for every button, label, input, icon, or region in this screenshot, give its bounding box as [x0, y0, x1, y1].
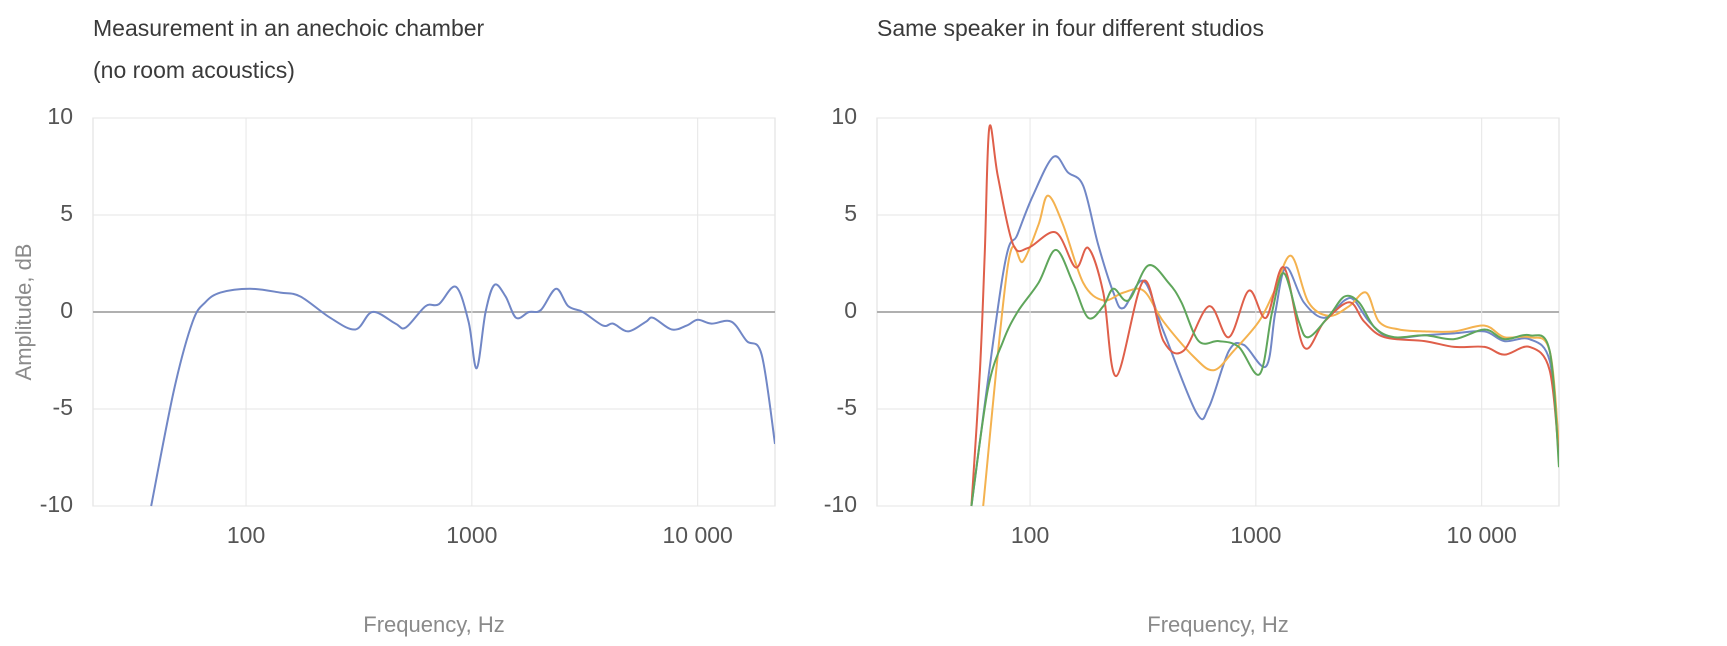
y-tick-label: -5: [837, 394, 857, 420]
x-tick-label: 1000: [1230, 522, 1281, 548]
chart-title: (no room acoustics): [93, 57, 295, 83]
chart-title: Measurement in an anechoic chamber: [93, 15, 485, 41]
plot-lines: [150, 283, 775, 507]
y-tick-label: -10: [824, 491, 857, 517]
x-tick-label: 1000: [446, 522, 497, 548]
line: [970, 155, 1559, 507]
x-tick-label: 100: [227, 522, 265, 548]
y-tick-label: 5: [60, 200, 73, 226]
chart-title: Same speaker in four different studios: [877, 15, 1264, 41]
line: [970, 124, 1559, 507]
y-tick-label: 0: [60, 297, 73, 323]
line: [970, 248, 1559, 507]
x-tick-label: 100: [1011, 522, 1049, 548]
y-tick-label: 10: [831, 103, 857, 129]
plot-lines: [970, 124, 1559, 507]
x-axis-label: Frequency, Hz: [1147, 612, 1288, 637]
line: [150, 283, 775, 507]
x-tick-label: 10 000: [662, 522, 732, 548]
y-tick-label: -5: [53, 394, 73, 420]
y-tick-label: 10: [47, 103, 73, 129]
y-tick-label: 5: [844, 200, 857, 226]
y-axis-label: Amplitude, dB: [11, 244, 36, 381]
y-tick-label: 0: [844, 297, 857, 323]
x-axis-label: Frequency, Hz: [363, 612, 504, 637]
y-tick-label: -10: [40, 491, 73, 517]
x-tick-label: 10 000: [1446, 522, 1516, 548]
line: [982, 194, 1559, 507]
